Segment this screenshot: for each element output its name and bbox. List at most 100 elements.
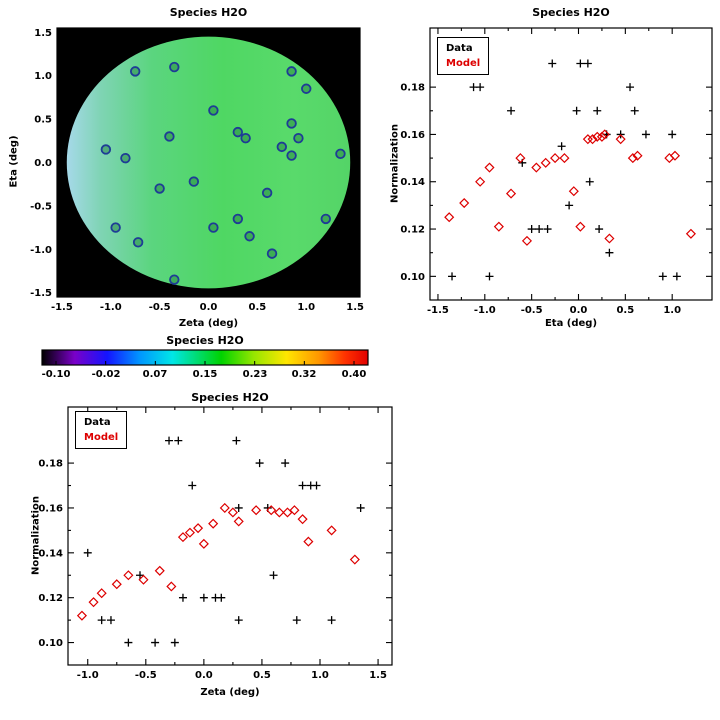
zeta-scatter-x-axis-label: Zeta (deg) xyxy=(200,687,260,698)
y-tick-label: 0.14 xyxy=(38,548,63,559)
diamond-marker xyxy=(531,162,542,173)
plus-marker xyxy=(548,59,557,68)
diamond-marker xyxy=(484,162,495,173)
plus-marker xyxy=(151,638,160,647)
diamond-marker xyxy=(582,134,593,145)
legend-item-data: Data xyxy=(446,43,473,54)
plus-marker xyxy=(281,459,290,468)
circle-marker xyxy=(244,231,255,242)
plus-marker xyxy=(312,481,321,490)
diamond-marker xyxy=(627,153,638,164)
circle-marker xyxy=(266,248,278,259)
diamond-marker xyxy=(669,150,681,161)
zeta-scatter-plot: -1.0 -0.5 0.0 0.5 1.0 1.5 0.18 0.16 0.14 0.12 0.10 xyxy=(38,406,393,681)
diamond-marker xyxy=(575,221,586,232)
legend-item-model: Model xyxy=(446,58,481,69)
circle-marker xyxy=(129,66,141,77)
circle-marker xyxy=(301,83,312,94)
diamond-marker xyxy=(587,134,598,145)
plus-marker xyxy=(527,225,536,234)
y-tick-label: 0.12 xyxy=(38,593,63,604)
colorbar xyxy=(41,349,369,366)
plus-marker xyxy=(188,481,197,490)
eta-scatter-x-axis-label: Eta (deg) xyxy=(544,318,598,329)
x-tick-label: 1.0 xyxy=(297,302,315,313)
diamond-marker xyxy=(184,527,195,538)
circle-marker xyxy=(286,150,297,161)
diamond-marker xyxy=(111,579,122,590)
diamond-marker xyxy=(289,505,300,516)
y-tick-label: 0.18 xyxy=(400,83,425,94)
y-tick-label: 0.10 xyxy=(38,638,63,649)
plus-marker xyxy=(593,106,602,115)
y-tick-label: 0.16 xyxy=(38,503,63,514)
colorbar-tick-label: 0.40 xyxy=(341,369,367,380)
y-tick-label: -1.5 xyxy=(30,288,52,299)
plus-marker xyxy=(626,83,635,92)
plus-marker xyxy=(124,638,133,647)
x-tick-label: -0.5 xyxy=(135,670,157,681)
colorbar-tick-label: 0.23 xyxy=(242,369,268,380)
x-tick-label: -1.5 xyxy=(51,302,73,313)
plus-marker xyxy=(605,248,614,257)
plus-marker xyxy=(535,225,544,234)
y-tick-label: 0.0 xyxy=(34,158,52,169)
plus-marker xyxy=(232,436,241,445)
plus-marker xyxy=(641,130,650,139)
plus-marker xyxy=(255,459,264,468)
y-tick-label: 0.14 xyxy=(400,177,425,188)
diamond-marker xyxy=(274,507,285,518)
x-tick-label: -1.0 xyxy=(100,302,122,313)
x-tick-label: 1.5 xyxy=(346,302,364,313)
x-tick-label: -1.0 xyxy=(474,305,496,316)
plus-marker xyxy=(174,436,183,445)
plus-marker xyxy=(165,436,174,445)
diamond-marker xyxy=(559,153,570,164)
circle-marker xyxy=(293,133,304,144)
diamond-marker xyxy=(540,157,551,168)
circle-marker xyxy=(120,152,131,164)
zeta-scatter-panel: -1.0 -0.5 0.0 0.5 1.0 1.5 0.18 0.16 0.14 0.12 0.10… xyxy=(0,391,430,720)
circle-marker xyxy=(100,144,112,155)
axes-frame xyxy=(429,27,713,301)
y-tick-label: -1.0 xyxy=(30,245,52,256)
circle-marker xyxy=(286,118,297,129)
legend: Data Model xyxy=(437,37,490,75)
eta-scatter-plot: -1.5 -1.0 -0.5 0.0 0.5 1.0 0.18 0.16 0.14 0.12 0.1… xyxy=(400,27,713,316)
diamond-marker xyxy=(604,233,615,244)
circle-marker xyxy=(232,126,244,138)
diamond-marker xyxy=(599,129,610,140)
diamond-marker xyxy=(138,574,149,585)
x-tick-label: 1.0 xyxy=(663,305,681,316)
colorbar-tick-label: 0.15 xyxy=(192,369,218,380)
circle-marker xyxy=(286,66,297,77)
diamond-marker xyxy=(685,228,696,239)
diamond-marker xyxy=(251,505,262,516)
x-tick-label: 0.0 xyxy=(570,305,588,316)
diamond-marker xyxy=(505,188,517,199)
circle-marker xyxy=(276,141,288,153)
diamond-marker xyxy=(96,588,107,599)
x-tick-label: 1.5 xyxy=(369,670,387,681)
plus-marker xyxy=(97,616,106,625)
plus-marker xyxy=(136,571,144,580)
plus-marker xyxy=(217,593,226,602)
diamond-marker xyxy=(521,235,533,246)
diamond-marker xyxy=(208,518,219,529)
y-tick-label: 1.0 xyxy=(34,71,52,82)
colorbar-title: Species H2O xyxy=(166,334,244,347)
plus-marker xyxy=(485,272,494,281)
diamond-marker xyxy=(198,538,209,549)
x-tick-label: 0.0 xyxy=(200,302,218,313)
diamond-marker xyxy=(326,525,337,536)
colorbar-gradient xyxy=(42,350,368,365)
colorbar-tick-label: 0.07 xyxy=(142,369,168,380)
x-tick-label: -0.5 xyxy=(521,305,543,316)
diamond-marker xyxy=(550,153,561,164)
axes-frame xyxy=(67,406,393,666)
diamond-marker xyxy=(349,554,360,565)
diamond-marker xyxy=(233,516,244,527)
plus-marker xyxy=(585,177,594,186)
circle-marker xyxy=(169,274,180,285)
y-tick-label: 0.16 xyxy=(400,130,425,141)
